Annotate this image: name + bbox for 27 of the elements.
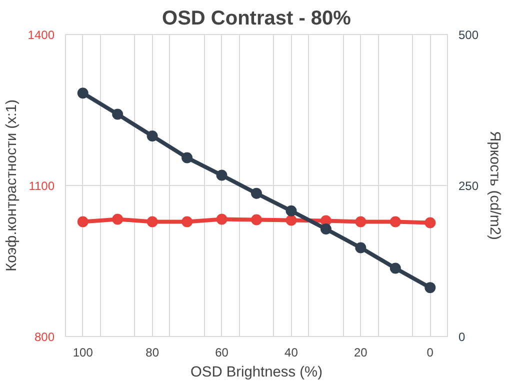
- chart-title: OSD Contrast - 80%: [162, 8, 352, 30]
- x-tick-label: 60: [215, 346, 229, 360]
- point: [355, 242, 366, 254]
- point: [182, 152, 193, 164]
- y2-tick-label: 500: [458, 28, 479, 42]
- y-tick-label: 800: [34, 330, 55, 344]
- x-tick-label: 20: [354, 346, 368, 360]
- x-tick-label: 80: [146, 346, 160, 360]
- point: [320, 224, 332, 234]
- y2-tick-label: 0: [458, 330, 466, 344]
- y2-axis-title: Яркость (cd/m2): [486, 131, 503, 240]
- point: [424, 282, 436, 294]
- y-tick-label: 1100: [28, 179, 55, 193]
- point: [251, 188, 262, 199]
- x-axis-title: OSD Brightness (%): [190, 364, 322, 380]
- y2-tick-label: 250: [458, 179, 479, 193]
- x-tick-label: 0: [426, 346, 434, 360]
- point: [112, 108, 124, 120]
- point: [216, 170, 228, 181]
- point: [146, 130, 158, 142]
- point: [286, 205, 297, 216]
- y-axis-title: Коэф.контрастности (x:1): [4, 99, 20, 272]
- x-tick-label: 100: [72, 346, 94, 360]
- point: [77, 88, 88, 99]
- y-tick-label: 1400: [28, 28, 55, 42]
- point: [390, 262, 401, 274]
- x-tick-label: 40: [284, 346, 298, 360]
